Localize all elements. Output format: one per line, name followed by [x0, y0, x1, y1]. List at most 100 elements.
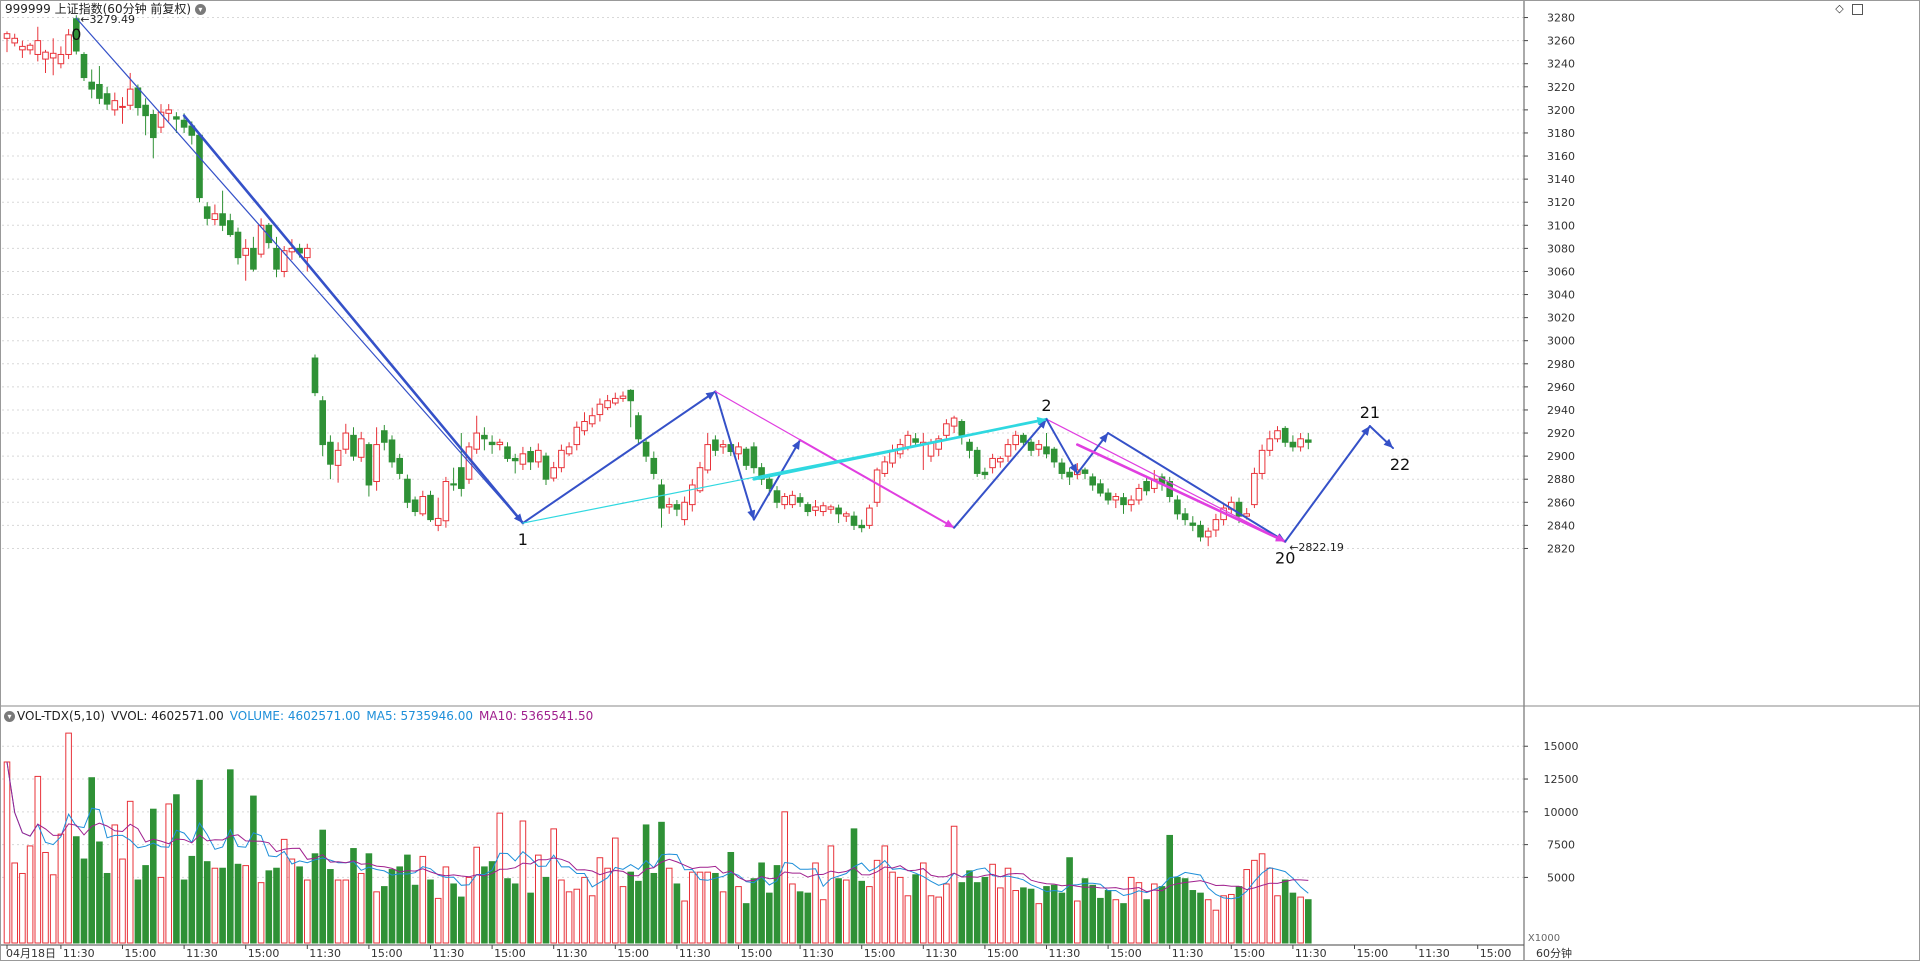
volume-bar	[704, 871, 712, 944]
price-tick-label: 2960	[1547, 381, 1575, 394]
volume-bar	[758, 862, 765, 944]
volume-bar	[80, 858, 88, 944]
volume-bar	[535, 854, 542, 944]
volume-bar	[904, 895, 912, 944]
volume-bar	[227, 769, 234, 944]
wave-line	[953, 418, 1048, 529]
volume-bar	[311, 853, 319, 944]
candle	[1104, 488, 1112, 505]
volume-bar	[157, 876, 165, 944]
ma10-value: MA10: 5365541.50	[479, 709, 594, 723]
candle	[450, 467, 457, 491]
volume-indicator-name: VOL-TDX(5,10)	[17, 709, 106, 723]
volume-bar	[65, 732, 72, 944]
ma5-value: MA5: 5735946.00	[366, 709, 473, 723]
volume-legend: ▾ VOL-TDX(5,10) VVOL: 4602571.00 VOLUME: 46…	[4, 709, 599, 723]
time-tick-label: 15:00	[371, 947, 403, 960]
time-tick-label: 04月18日	[6, 947, 56, 960]
candle	[527, 446, 534, 470]
candle	[1012, 430, 1020, 451]
candle	[227, 213, 234, 237]
volume-bar	[1181, 878, 1189, 944]
volume-bar	[527, 892, 534, 944]
time-tick-label: 11:30	[556, 947, 588, 960]
volume-bar	[604, 867, 611, 944]
volume-bar	[1235, 886, 1243, 944]
price-tick-label: 2980	[1547, 358, 1575, 371]
volume-bar	[1243, 869, 1251, 944]
price-tick-label: 3080	[1547, 242, 1575, 255]
volume-bar	[742, 903, 750, 944]
volume-bar	[750, 878, 758, 944]
wave-labels: 0 1 2 20 21 22	[71, 25, 1410, 567]
panel-toggle-icon[interactable]	[1852, 4, 1863, 15]
volume-bar	[896, 876, 904, 944]
title-menu-icon[interactable]: ▾	[194, 4, 206, 15]
volume-bar	[658, 821, 665, 944]
candle	[165, 104, 172, 122]
volume-bar	[126, 800, 134, 944]
volume-menu-icon[interactable]: ▾	[4, 711, 15, 722]
candle	[1035, 439, 1043, 457]
candle	[319, 396, 326, 457]
volume-ma-lines	[6, 761, 1309, 900]
candle	[19, 40, 26, 58]
volume-bar	[357, 872, 365, 944]
candle	[388, 435, 396, 468]
wave-line	[182, 114, 525, 525]
candle	[411, 496, 419, 517]
wave-point-label: 0	[71, 25, 81, 44]
volume-bar	[881, 845, 889, 944]
volume-bar	[1027, 888, 1035, 944]
volume-ma10-line	[6, 761, 1309, 893]
candle	[157, 104, 165, 133]
price-tick-label: 3120	[1547, 196, 1575, 209]
volume-bar	[565, 891, 573, 944]
candle	[1204, 527, 1212, 547]
volume-bar	[327, 869, 334, 944]
wave-line	[1284, 425, 1371, 543]
volume-bar	[943, 883, 950, 944]
candle	[280, 246, 288, 278]
volume-bar	[434, 897, 442, 944]
candle	[1027, 438, 1035, 457]
candle	[973, 446, 981, 477]
candle	[465, 442, 473, 484]
volume-bar	[1066, 857, 1073, 944]
volume-tick-label: 12500	[1544, 773, 1579, 786]
volume-bar	[1089, 884, 1097, 944]
candle	[781, 493, 789, 510]
diamond-icon[interactable]: ◇	[1835, 2, 1844, 15]
candle	[396, 453, 403, 480]
volume-bar	[404, 854, 411, 944]
price-tick-label: 3220	[1547, 81, 1575, 94]
candle	[1297, 433, 1304, 452]
candle	[242, 239, 249, 281]
time-tick-label: 15:00	[1357, 947, 1389, 960]
time-tick-label: 11:30	[802, 947, 834, 960]
volume-bar	[49, 874, 57, 944]
volume-bar	[935, 896, 943, 944]
volume-bar	[111, 824, 119, 944]
candle	[342, 423, 350, 454]
volume-bar	[1012, 890, 1020, 944]
candle	[1212, 513, 1220, 537]
candle	[1120, 493, 1127, 514]
volume-bar	[250, 795, 257, 944]
candle	[681, 496, 688, 526]
volume-bar	[927, 895, 935, 944]
volume-bar	[342, 879, 350, 944]
volume-bar	[650, 872, 658, 944]
volume-bar	[858, 880, 866, 944]
volume-bar	[681, 900, 688, 944]
volume-bar	[42, 851, 49, 944]
candle	[735, 442, 742, 460]
volume-bar	[103, 872, 111, 944]
candle	[1050, 446, 1058, 468]
candle	[473, 415, 480, 454]
volume-bar	[1197, 892, 1204, 944]
price-tick-label: 3160	[1547, 150, 1575, 163]
volume-bar	[619, 886, 627, 944]
volume-bar	[1058, 892, 1066, 944]
time-tick-label: 15:00	[1110, 947, 1142, 960]
